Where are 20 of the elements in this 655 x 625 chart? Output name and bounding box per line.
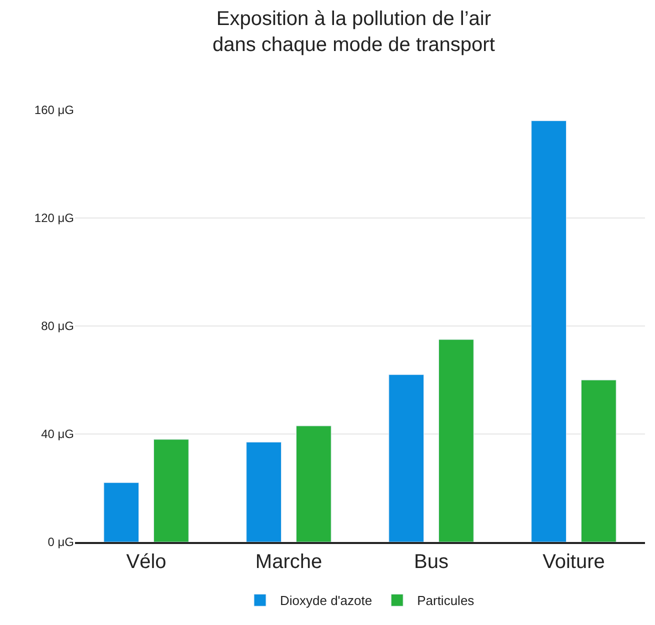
- x-tick-label: Bus: [414, 551, 448, 573]
- y-tick-label: 120 μG: [34, 211, 74, 226]
- bar: [246, 442, 282, 542]
- x-tick-label: Marche: [255, 551, 322, 573]
- bar: [388, 374, 424, 542]
- legend-label: Dioxyde d'azote: [280, 593, 372, 608]
- bar: [438, 339, 474, 542]
- bar: [296, 426, 332, 542]
- bar: [104, 482, 140, 542]
- legend-label: Particules: [417, 593, 475, 608]
- bar: [580, 380, 616, 542]
- x-tick-label: Vélo: [126, 551, 166, 573]
- x-tick-label: Voiture: [542, 551, 605, 573]
- y-tick-label: 80 μG: [41, 319, 74, 334]
- bar: [531, 120, 567, 542]
- bar: [153, 439, 189, 542]
- y-tick-label: 160 μG: [34, 103, 74, 118]
- chart-title: Exposition à la pollution de l’air dans chaque mode de transport: [212, 8, 496, 56]
- y-tick-label: 0 μG: [48, 535, 74, 550]
- y-tick-label: 40 μG: [41, 427, 74, 442]
